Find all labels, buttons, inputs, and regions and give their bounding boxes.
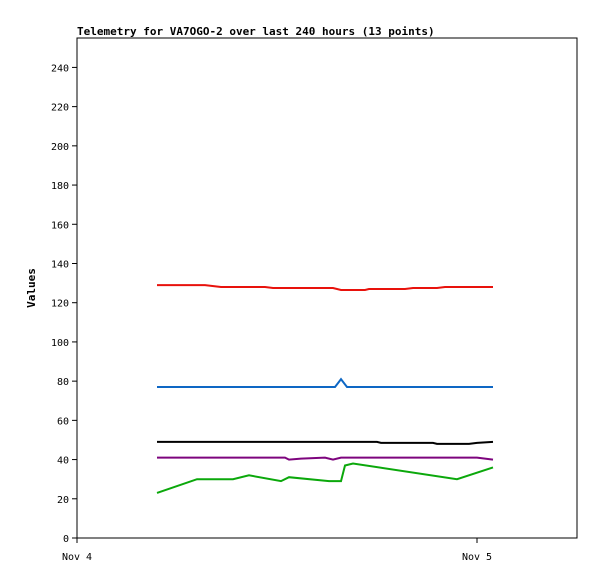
y-tick-label: 100 (51, 338, 69, 349)
x-tick-label: Nov 4 (62, 552, 92, 563)
series-line-2 (157, 377, 493, 388)
chart-title: Telemetry for VA7OGO-2 over last 240 hou… (77, 25, 435, 38)
y-tick-label: 60 (57, 416, 69, 427)
y-axis-ticks: 0 20 40 60 80 100 120 140 160 180 200 220 240 (51, 63, 77, 545)
y-tick-label: 160 (51, 220, 69, 231)
y-tick-label: 220 (51, 103, 69, 114)
y-tick-label: 140 (51, 259, 69, 270)
y-tick-label: 200 (51, 142, 69, 153)
x-axis-ticks: Nov 4 Nov 5 (62, 538, 492, 563)
y-tick-label: 40 (57, 456, 69, 467)
y-tick-label: 240 (51, 63, 69, 74)
y-axis-label: Values (25, 268, 38, 308)
series-line-5 (156, 462, 494, 494)
y-tick-label: 120 (51, 299, 69, 310)
plot-frame (76, 37, 578, 539)
y-tick-label: 180 (51, 181, 69, 192)
series-lines (156, 284, 494, 494)
y-tick-label: 0 (63, 534, 69, 545)
series-line-3 (157, 440, 494, 445)
series-line-4 (157, 456, 494, 461)
series-line-1 (157, 284, 493, 291)
y-tick-label: 80 (57, 377, 69, 388)
y-tick-label: 20 (57, 495, 69, 506)
x-tick-label: Nov 5 (462, 552, 492, 563)
